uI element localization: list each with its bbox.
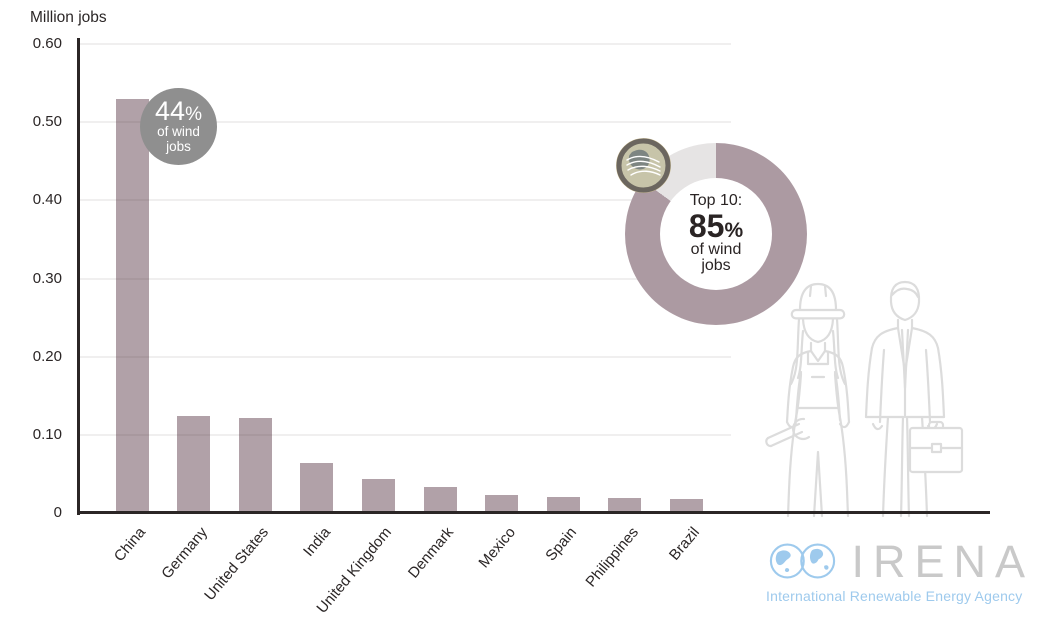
y-tick-label: 0.40 bbox=[32, 191, 62, 209]
bar-philippines bbox=[608, 498, 642, 513]
workers-illustration bbox=[755, 276, 980, 527]
y-axis-title: Million jobs bbox=[30, 9, 107, 26]
y-tick-label: 0 bbox=[53, 504, 62, 521]
irena-wordmark: IRENA bbox=[851, 535, 1034, 587]
badge-caption-line2: jobs bbox=[166, 139, 191, 154]
gridline bbox=[80, 355, 731, 358]
bar-united-kingdom bbox=[361, 478, 395, 513]
donut-caption-top: Top 10: bbox=[689, 191, 743, 209]
gridline bbox=[80, 199, 731, 202]
donut-percentage: 85% bbox=[688, 207, 744, 244]
bar-united-states bbox=[238, 417, 272, 513]
wrench-icon bbox=[765, 417, 811, 448]
hard-hat-icon bbox=[790, 282, 846, 320]
y-tick-label: 0.30 bbox=[32, 269, 62, 287]
irena-tagline: International Renewable Energy Agency bbox=[766, 588, 1023, 604]
x-axis-line bbox=[77, 511, 990, 514]
bar-china bbox=[115, 98, 149, 513]
y-tick-label: 0.60 bbox=[32, 35, 62, 52]
donut-center-label: Top 10: 85% of wind jobs bbox=[660, 178, 772, 290]
gridline bbox=[80, 277, 731, 280]
bar-mexico bbox=[485, 495, 519, 513]
bar-india bbox=[300, 462, 334, 513]
briefcase-icon bbox=[908, 420, 964, 474]
y-tick-label: 0.50 bbox=[32, 113, 62, 131]
badge-percentage: 44% bbox=[155, 96, 202, 127]
donut-caption-line1: of wind bbox=[690, 240, 742, 258]
y-tick-label: 0.20 bbox=[32, 347, 62, 365]
china-share-badge: 44% of wind jobs bbox=[140, 88, 217, 165]
bar-denmark bbox=[423, 487, 457, 513]
badge-caption-line1: of wind bbox=[157, 124, 200, 140]
irena-logo: IRENA International Renewable Energy Age… bbox=[766, 535, 1034, 605]
wind-icon bbox=[615, 137, 672, 194]
gridline bbox=[80, 121, 731, 124]
bar-germany bbox=[177, 416, 211, 513]
y-axis-line bbox=[77, 38, 80, 515]
gridline bbox=[80, 43, 731, 45]
irena-globes-icon bbox=[769, 543, 836, 579]
bar-brazil bbox=[669, 498, 703, 513]
bar-spain bbox=[546, 496, 580, 513]
y-tick-label: 0.10 bbox=[32, 425, 62, 443]
donut-caption-line2: jobs bbox=[701, 257, 731, 275]
gridline bbox=[80, 433, 731, 436]
male-worker-figure bbox=[864, 280, 964, 518]
female-worker-figure bbox=[765, 282, 851, 518]
